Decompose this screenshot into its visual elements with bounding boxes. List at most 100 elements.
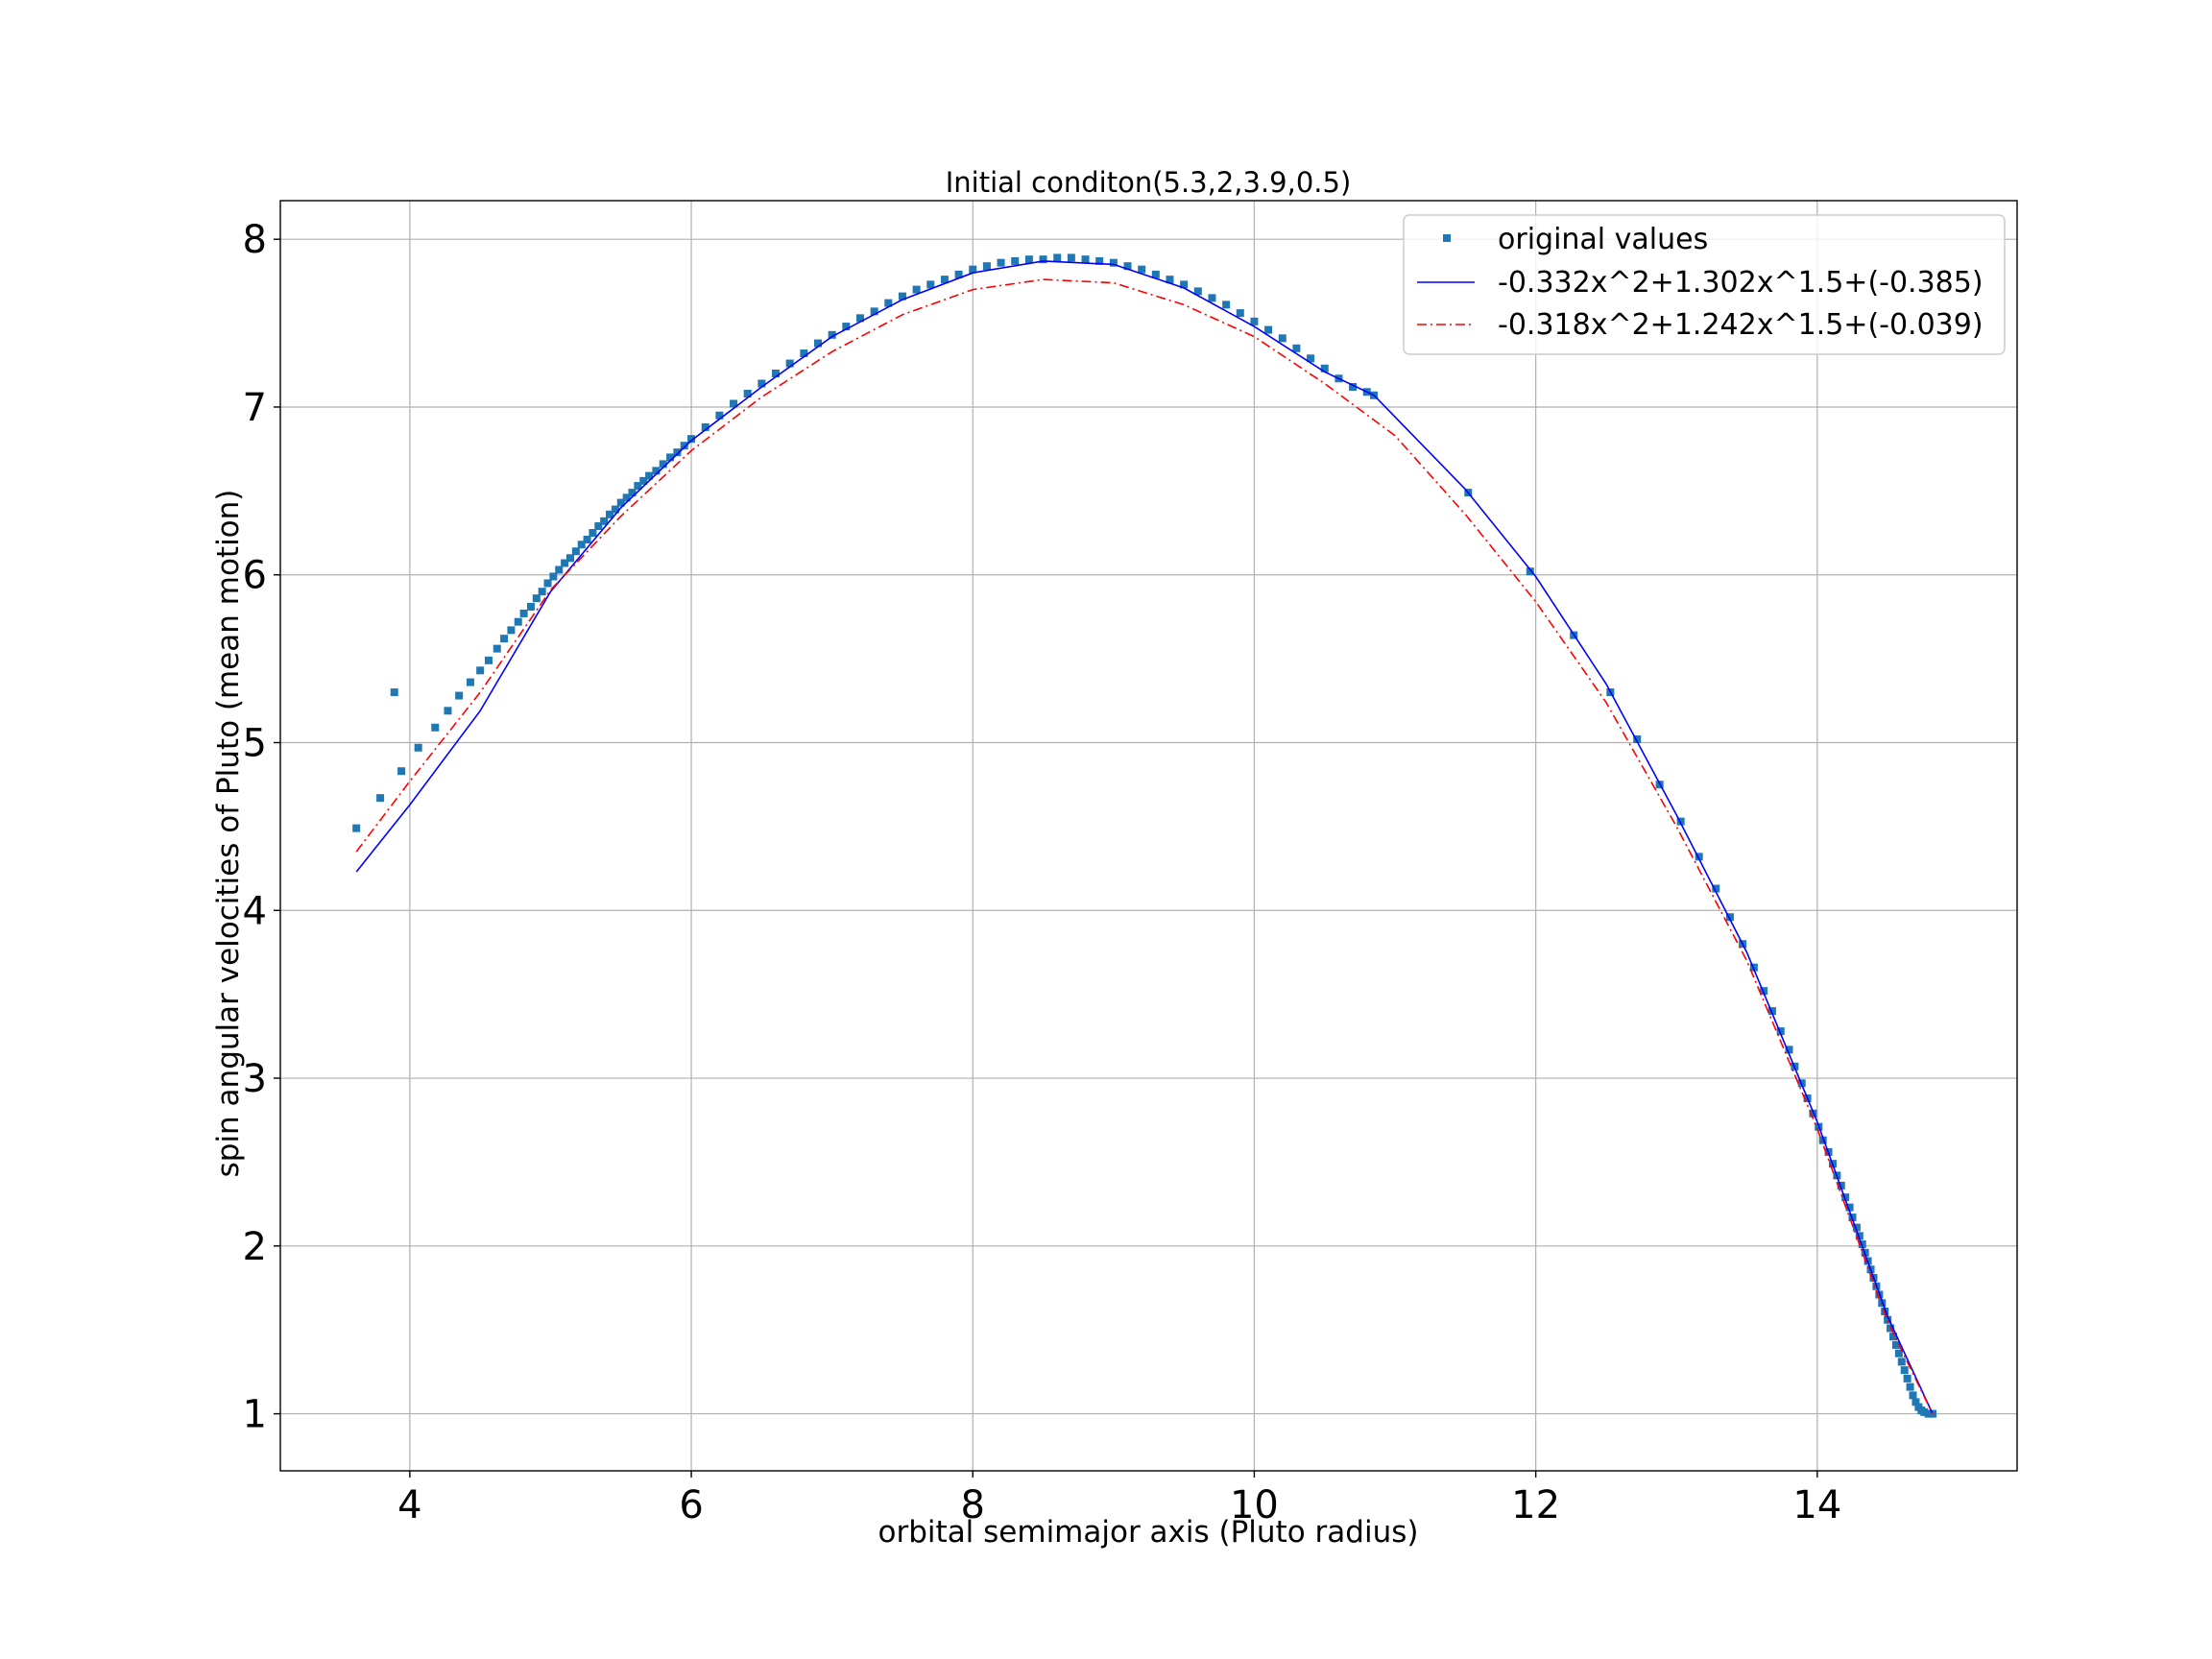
data-point-original-values bbox=[600, 517, 609, 525]
data-point-original-values bbox=[855, 314, 864, 323]
data-point-original-values bbox=[1053, 253, 1062, 262]
legend: original values -0.332x^2+1.302x^1.5+(-0… bbox=[1403, 214, 2006, 355]
y-tick-label: 2 bbox=[243, 1225, 267, 1269]
y-tick-label: 6 bbox=[243, 554, 267, 598]
data-point-original-values bbox=[1909, 1391, 1917, 1400]
data-point-original-values bbox=[577, 541, 586, 549]
x-tick-label: 10 bbox=[1230, 1483, 1279, 1527]
legend-label-blue-fit: -0.332x^2+1.302x^1.5+(-0.385) bbox=[1498, 266, 1984, 300]
data-point-original-values bbox=[842, 323, 851, 331]
data-point-original-values bbox=[583, 536, 591, 544]
data-point-original-values bbox=[1712, 884, 1720, 893]
data-point-original-values bbox=[352, 824, 361, 832]
legend-label-original-values: original values bbox=[1498, 223, 1708, 256]
data-point-original-values bbox=[466, 678, 474, 686]
data-point-original-values bbox=[1222, 301, 1231, 309]
data-point-original-values bbox=[757, 379, 766, 388]
data-point-original-values bbox=[1855, 1232, 1863, 1240]
legend-box bbox=[1403, 214, 2006, 355]
data-point-original-values bbox=[397, 767, 406, 776]
data-point-original-values bbox=[589, 529, 597, 538]
grid-lines bbox=[280, 201, 2017, 1471]
x-tick-label: 8 bbox=[961, 1483, 985, 1527]
data-point-original-values bbox=[444, 707, 452, 715]
data-point-original-values bbox=[476, 666, 485, 675]
data-point-original-values bbox=[870, 307, 878, 316]
data-point-original-values bbox=[1852, 1223, 1861, 1232]
data-point-original-values bbox=[1695, 853, 1703, 861]
data-point-original-values bbox=[484, 656, 493, 664]
data-point-original-values bbox=[898, 292, 906, 301]
data-point-original-values bbox=[1250, 317, 1259, 325]
data-point-original-values bbox=[565, 554, 574, 563]
data-point-original-values bbox=[1837, 1181, 1845, 1190]
data-point-original-values bbox=[884, 299, 893, 307]
data-point-original-values bbox=[1264, 325, 1273, 334]
data-point-original-values bbox=[813, 339, 822, 348]
data-point-original-values bbox=[1776, 1027, 1785, 1036]
x-tick-label: 6 bbox=[679, 1483, 703, 1527]
data-point-original-values bbox=[1881, 1307, 1889, 1315]
data-point-original-values bbox=[555, 565, 564, 574]
data-point-original-values bbox=[507, 626, 516, 635]
data-point-original-values bbox=[1151, 270, 1160, 278]
y-tick-label: 8 bbox=[243, 218, 267, 262]
data-point-original-values bbox=[1138, 265, 1146, 274]
data-point-original-values bbox=[1924, 1409, 1933, 1418]
data-point-original-values bbox=[680, 442, 688, 450]
data-point-original-values bbox=[414, 743, 422, 752]
data-point-original-values bbox=[519, 609, 528, 617]
data-point-original-values bbox=[666, 453, 675, 462]
data-point-original-values bbox=[628, 489, 637, 497]
series-line-blue-fit bbox=[355, 260, 1934, 1414]
data-point-original-values bbox=[1039, 255, 1047, 264]
x-axis-label: orbital semimajor axis (Pluto radius) bbox=[878, 1515, 1419, 1550]
chart-title: Initial conditon(5.3,2,3.9,0.5) bbox=[946, 166, 1352, 199]
data-point-original-values bbox=[1320, 364, 1329, 373]
data-point-original-values bbox=[715, 411, 724, 420]
data-point-original-values bbox=[1888, 1333, 1897, 1341]
data-point-original-values bbox=[1166, 276, 1174, 284]
data-point-original-values bbox=[982, 262, 991, 271]
data-point-original-values bbox=[616, 498, 625, 507]
data-point-original-values bbox=[1725, 913, 1734, 922]
data-point-original-values bbox=[912, 285, 921, 294]
data-point-original-values bbox=[1903, 1374, 1911, 1382]
x-tick-label: 12 bbox=[1511, 1483, 1560, 1527]
legend-label-red-fit: -0.318x^2+1.242x^1.5+(-0.039) bbox=[1498, 308, 1984, 342]
data-point-original-values bbox=[1633, 735, 1642, 744]
data-point-original-values bbox=[1526, 567, 1534, 576]
data-point-original-values bbox=[493, 644, 501, 653]
data-point-original-values bbox=[730, 399, 738, 408]
data-point-original-values bbox=[1920, 1407, 1929, 1416]
y-tick-label: 5 bbox=[243, 722, 267, 766]
data-point-original-values bbox=[1123, 262, 1132, 271]
data-point-original-values bbox=[772, 370, 781, 378]
data-point-original-values bbox=[673, 448, 682, 457]
data-point-original-values bbox=[1785, 1046, 1793, 1054]
data-point-original-values bbox=[1236, 309, 1244, 318]
data-point-original-values bbox=[800, 349, 808, 358]
data-point-original-values bbox=[606, 510, 614, 518]
data-point-original-values bbox=[1081, 255, 1090, 264]
data-point-original-values bbox=[1109, 258, 1118, 267]
y-axis-label: spin angular velocities of Pluto (mean m… bbox=[211, 490, 246, 1178]
series-line-red-fit bbox=[355, 278, 1934, 1414]
y-tick-label: 3 bbox=[243, 1057, 267, 1101]
data-point-original-values bbox=[652, 467, 661, 475]
data-point-original-values bbox=[659, 460, 667, 469]
x-tick-label: 4 bbox=[397, 1483, 421, 1527]
data-point-original-values bbox=[532, 594, 541, 603]
data-point-original-values bbox=[611, 505, 619, 514]
data-point-original-values bbox=[1897, 1358, 1906, 1366]
y-tick-label: 1 bbox=[243, 1393, 267, 1437]
plot-frame bbox=[279, 200, 2018, 1472]
data-point-original-values bbox=[1845, 1203, 1854, 1212]
data-point-original-values bbox=[514, 617, 522, 626]
data-point-original-values bbox=[828, 330, 836, 339]
data-point-original-values bbox=[1891, 1340, 1900, 1349]
data-point-original-values bbox=[376, 794, 385, 803]
data-point-original-values bbox=[1278, 334, 1286, 343]
data-point-original-values bbox=[622, 493, 631, 502]
